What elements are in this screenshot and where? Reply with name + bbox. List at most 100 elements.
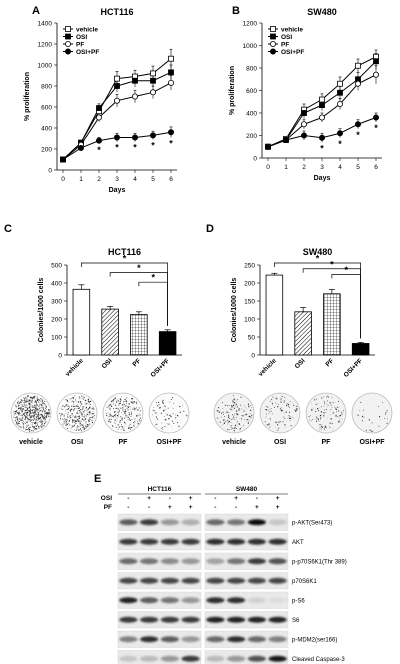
blot-band xyxy=(119,538,138,545)
y-tick-label: 1000 xyxy=(38,62,53,69)
blot-band xyxy=(160,577,180,584)
blot-band xyxy=(268,558,287,565)
y-tick-label: 200 xyxy=(244,280,255,287)
legend-label: OSI xyxy=(281,34,292,41)
blot-band xyxy=(247,538,267,545)
blot-band xyxy=(181,519,200,526)
data-point xyxy=(150,70,156,77)
blot-band xyxy=(160,558,180,565)
plate-label: PF xyxy=(322,439,332,446)
blot-band xyxy=(206,597,225,604)
significance-star: * xyxy=(374,123,378,133)
y-axis-label: Colonies/1000 cells xyxy=(38,278,45,343)
treatment-sign: + xyxy=(147,495,151,502)
data-point xyxy=(149,132,156,139)
plate-label: vehicle xyxy=(222,439,246,446)
blot-band xyxy=(226,577,246,584)
panel-label-e: E xyxy=(94,473,101,485)
legend-label: OSI+PF xyxy=(281,49,304,56)
data-point xyxy=(300,121,307,128)
category-label: OSI+PF xyxy=(343,357,364,378)
colony-plates-sw480: vehicle OSI PF OSI+PF xyxy=(213,392,393,446)
data-point xyxy=(372,71,379,78)
blot-band xyxy=(206,519,225,526)
blot-band xyxy=(181,597,200,604)
blot-band xyxy=(247,636,267,643)
significance-star: * xyxy=(137,263,141,273)
legend-marker xyxy=(65,26,71,32)
significance-star: * xyxy=(151,273,155,283)
y-tick-label: 1200 xyxy=(38,41,53,48)
blot-band xyxy=(181,577,200,584)
band-label: p-p70S6K1(Thr 389) xyxy=(292,559,347,565)
western-blot: HCT116 SW480 OSI - + - + - + - + PF - - + + - - + + p-AKT(Se… xyxy=(101,486,347,664)
legend-marker xyxy=(269,41,276,48)
treatment-sign: - xyxy=(214,495,216,502)
data-point xyxy=(60,156,67,163)
data-point xyxy=(318,134,325,141)
blot-band xyxy=(139,597,159,604)
blot-band xyxy=(181,616,200,623)
blot-band xyxy=(139,558,159,565)
y-tick-label: 50 xyxy=(248,334,256,341)
y-tick-label: 150 xyxy=(244,298,255,305)
data-point xyxy=(78,144,85,151)
blot-band xyxy=(139,538,159,545)
y-tick-label: 1000 xyxy=(243,43,258,50)
proliferation-chart-sw480: SW480 0 200 400 600 800 1000 1200 0 1 2 3 4 5 6 Days % p… xyxy=(229,7,382,182)
panel-label-c: C xyxy=(4,223,12,235)
cell-line-label: SW480 xyxy=(236,486,258,493)
significance-star: * xyxy=(151,141,155,151)
blot-strip xyxy=(117,611,202,629)
y-tick-label: 500 xyxy=(51,262,62,269)
data-point xyxy=(96,105,102,111)
blot-band xyxy=(268,636,287,643)
blot-band xyxy=(119,519,138,526)
colony-dots xyxy=(13,395,50,432)
category-label: OSI+PF xyxy=(150,357,171,378)
y-tick-label: 1200 xyxy=(243,20,258,27)
legend-label: OSI+PF xyxy=(76,49,99,56)
blot-band xyxy=(160,519,180,526)
legend-marker xyxy=(65,48,72,55)
blot-band xyxy=(206,558,225,565)
treatment-label: OSI xyxy=(101,495,112,502)
bar xyxy=(158,331,177,356)
treatment-sign: + xyxy=(189,495,193,502)
treatment-sign: + xyxy=(276,495,280,502)
data-point xyxy=(318,114,325,121)
band-label: p-S6 xyxy=(292,598,305,604)
blot-band xyxy=(268,655,287,662)
category-label: OSI xyxy=(101,357,114,370)
y-tick-label: 400 xyxy=(246,110,257,117)
x-tick-label: 0 xyxy=(61,176,65,183)
blot-band xyxy=(247,558,267,565)
colony-plates-hct116: vehicle OSI PF OSI+PF xyxy=(10,392,190,446)
blot-strip xyxy=(117,630,202,648)
treatment-sign: - xyxy=(235,504,237,511)
blot-band xyxy=(139,616,159,623)
plate-label: vehicle xyxy=(19,439,43,446)
blot-strip xyxy=(204,533,289,551)
legend-label: vehicle xyxy=(76,26,98,33)
colony-chart-hct116: HCT116 0 100 200 300 400 500 Colonies/1000 cell… xyxy=(38,247,182,379)
blot-band xyxy=(206,616,225,623)
y-tick-label: 600 xyxy=(246,88,257,95)
blot-strip xyxy=(117,572,202,590)
data-point xyxy=(319,102,325,109)
blot-band xyxy=(119,655,138,662)
treatment-sign: - xyxy=(127,495,129,502)
y-axis-label: Colonies/1000 cells xyxy=(231,278,238,343)
blot-strip xyxy=(204,611,289,629)
blot-strip xyxy=(204,650,289,664)
significance-star: * xyxy=(97,145,101,155)
panel-label-d: D xyxy=(206,223,214,235)
significance-star: * xyxy=(344,265,348,275)
x-axis-label: Days xyxy=(109,187,126,194)
bar xyxy=(323,293,341,356)
treatment-sign: + xyxy=(276,504,280,511)
x-tick-label: 2 xyxy=(302,164,306,171)
blot-band xyxy=(160,655,180,662)
data-point xyxy=(114,83,120,89)
